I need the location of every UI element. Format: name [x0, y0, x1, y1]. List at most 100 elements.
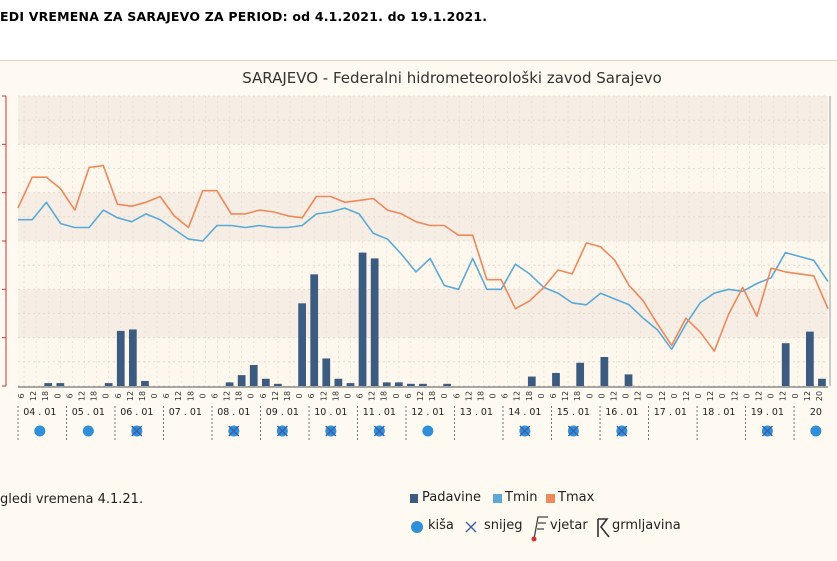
x-hour-tick-label: 12	[464, 391, 473, 401]
x-hour-tick-label: 6	[259, 393, 268, 398]
x-hour-tick-label: 0	[537, 393, 546, 398]
x-hour-tick-label: 12	[513, 391, 522, 401]
legend-tmax: Tmax	[558, 490, 595, 505]
x-hour-tick-label: 12	[706, 391, 715, 401]
x-hour-tick-label: 12	[77, 391, 86, 401]
page-title: EDI VREMENA ZA SARAJEVO ZA PERIOD: od 4.…	[0, 9, 488, 24]
x-hour-tick-label: 0	[791, 393, 800, 398]
legend-tmax-swatch	[546, 494, 555, 503]
precipitation-bar	[805, 331, 814, 386]
tmax-line	[17, 164, 829, 353]
x-hour-tick-label: 6	[114, 393, 123, 398]
x-hour-tick-label: 0	[247, 393, 256, 398]
x-hour-tick-label: 0	[742, 393, 751, 398]
precipitation-bars	[44, 252, 826, 386]
precipitation-bar	[116, 330, 125, 386]
x-day-label: 14 . 01	[508, 407, 541, 418]
precipitation-bar	[624, 374, 633, 386]
x-hour-tick-label: 18	[138, 391, 147, 401]
precipitation-bar	[370, 258, 379, 386]
precipitation-bar	[322, 358, 331, 386]
x-hour-tick-label: 12	[223, 391, 232, 401]
x-hour-tick-label: 6	[162, 393, 171, 398]
snow-icon	[325, 425, 337, 437]
x-day-label: 04 . 01	[23, 407, 56, 418]
snow-icon	[761, 425, 773, 437]
x-day-label: 20	[810, 407, 822, 418]
x-day-label: 05 . 01	[72, 407, 105, 418]
precipitation-bar	[237, 375, 246, 386]
x-hour-tick-label: 0	[440, 393, 449, 398]
x-hour-tick-label: 12	[609, 391, 618, 401]
x-hour-tick-label: 12	[779, 391, 788, 401]
precipitation-bar	[382, 382, 391, 386]
x-hour-tick-label: 12	[416, 391, 425, 401]
x-day-label: 15 . 01	[557, 407, 590, 418]
rain-icon	[422, 425, 434, 437]
weather-markers	[34, 425, 822, 437]
x-hour-tick-label: 6	[307, 393, 316, 398]
legend-rain-icon	[411, 521, 423, 533]
x-hour-tick-label: 6	[501, 393, 510, 398]
precipitation-bar	[225, 382, 234, 386]
legend-kisa: kiša	[428, 518, 454, 533]
precipitation-bar	[443, 383, 452, 386]
x-hour-tick-label: 0	[694, 393, 703, 398]
x-hour-tick-label: 6	[65, 393, 74, 398]
chart-title: SARAJEVO - Federalni hidrometeorološki z…	[242, 69, 662, 87]
precipitation-bar	[141, 380, 149, 386]
precipitation-bar	[419, 383, 427, 386]
x-day-label: 11 . 01	[363, 407, 396, 418]
x-day-label: 19 . 01	[751, 407, 784, 418]
x-hour-tick-label: 6	[17, 393, 26, 398]
snow-icon	[276, 425, 288, 437]
x-hour-tick-label: 20	[815, 391, 824, 401]
legend-thunder-icon	[597, 518, 610, 538]
x-day-label: 12 . 01	[411, 407, 444, 418]
x-hour-tick-label: 0	[597, 393, 606, 398]
x-hour-tick-label: 12	[271, 391, 280, 401]
x-hour-tick-label: 0	[343, 393, 352, 398]
snow-icon	[567, 425, 579, 437]
x-day-label: 06 . 01	[120, 407, 153, 418]
legend-snow-icon	[465, 521, 477, 533]
legend-tmin-swatch	[493, 494, 502, 503]
precipitation-bar	[44, 383, 53, 386]
precipitation-bar	[346, 383, 355, 386]
precipitation-bar	[56, 383, 65, 386]
precipitation-bar	[407, 383, 415, 386]
x-hour-tick-label: 12	[368, 391, 377, 401]
x-hour-tick-label: 12	[658, 391, 667, 401]
x-hour-tick-label: 18	[186, 391, 195, 401]
precipitation-bar	[298, 303, 306, 386]
snow-icon	[373, 425, 385, 437]
x-hour-tick-label: 0	[295, 393, 304, 398]
precipitation-bar	[334, 378, 343, 386]
x-hour-tick-label: 0	[198, 393, 207, 398]
x-hour-tick-label: 6	[210, 393, 219, 398]
x-hour-tick-label: 12	[319, 391, 328, 401]
precipitation-bar	[781, 343, 790, 386]
rain-icon	[82, 425, 94, 437]
x-hour-tick-label: 6	[356, 393, 365, 398]
x-hour-tick-label: 18	[331, 391, 340, 401]
legend-grmljavina: grmljavina	[612, 518, 681, 533]
snow-icon	[616, 425, 628, 437]
x-day-label: 18 . 01	[702, 407, 735, 418]
x-day-label: 16 . 01	[605, 407, 638, 418]
x-hour-tick-label: 18	[90, 391, 99, 401]
precipitation-bar	[128, 329, 137, 386]
legend-wind-icon	[533, 516, 548, 540]
precipitation-bar	[274, 383, 282, 386]
x-day-label: 07 . 01	[169, 407, 202, 418]
precipitation-bar	[394, 382, 403, 386]
x-hour-tick-label: 0	[150, 393, 159, 398]
x-hour-tick-label: 18	[428, 391, 437, 401]
x-hour-tick-label: 18	[41, 391, 50, 401]
temperature-lines	[17, 164, 829, 353]
legend-wind-dot	[531, 536, 537, 542]
x-hour-tick-label: 6	[549, 393, 558, 398]
x-hour-tick-label: 18	[380, 391, 389, 401]
x-hour-tick-label: 12	[561, 391, 570, 401]
x-hour-tick-label: 0	[718, 393, 727, 398]
